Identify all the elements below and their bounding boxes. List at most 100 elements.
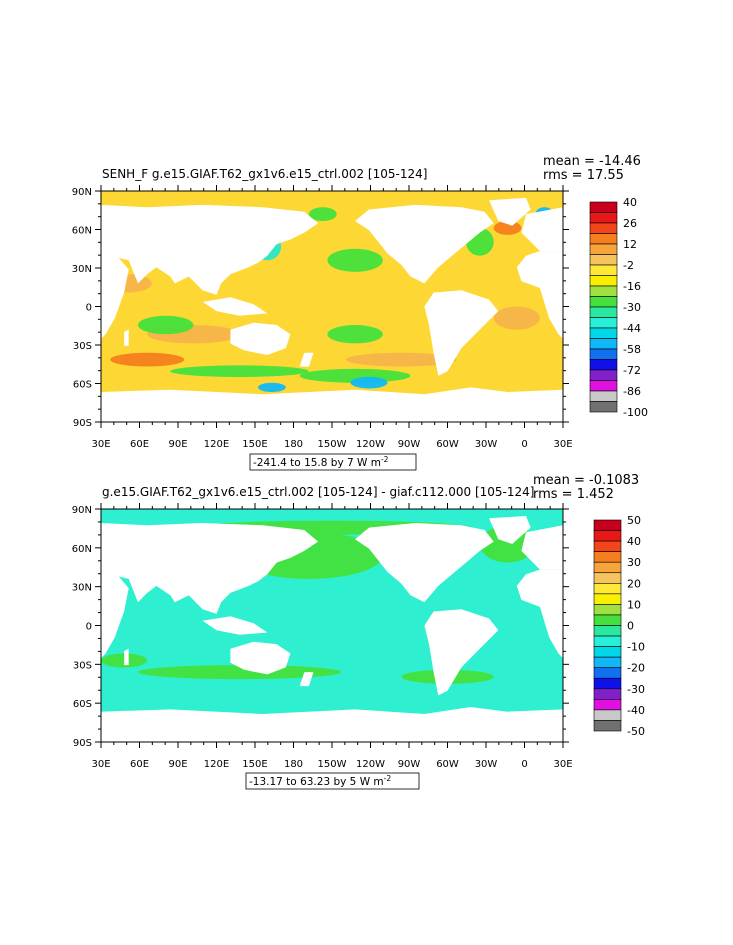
rms-stat: rms = 17.55 xyxy=(543,168,624,183)
legend-label: -44 xyxy=(623,322,641,335)
legend-swatch xyxy=(593,604,622,616)
lon-label: 90W xyxy=(398,439,421,450)
lat-label: 90S xyxy=(73,418,92,429)
lat-label: 60N xyxy=(72,226,92,237)
range-unit-exponent: -2 xyxy=(381,455,389,464)
range-unit-exponent: -2 xyxy=(384,774,392,783)
legend-swatch xyxy=(593,635,622,647)
anomaly-patch xyxy=(138,315,194,335)
land-mask xyxy=(355,523,494,603)
land-mask xyxy=(516,251,563,339)
lat-label: 0 xyxy=(86,303,92,314)
legend-swatch xyxy=(589,212,618,224)
land-mask xyxy=(101,523,319,614)
lon-label: 30E xyxy=(91,439,110,450)
land-mask xyxy=(516,569,563,659)
lat-label: 30N xyxy=(72,583,92,594)
rms-stat: rms = 1.452 xyxy=(533,487,614,502)
lon-label: 90E xyxy=(168,759,187,770)
legend-swatch xyxy=(589,243,618,255)
lat-label: 30S xyxy=(73,341,92,352)
legend-swatch xyxy=(593,540,622,552)
land-mask xyxy=(101,707,563,742)
lat-label: 60N xyxy=(72,544,92,555)
lon-label: 60E xyxy=(130,439,149,450)
lat-label: 30S xyxy=(73,660,92,671)
land-mask xyxy=(101,569,129,659)
legend-swatch xyxy=(593,677,622,690)
legend-swatch xyxy=(589,201,618,213)
legend-swatch xyxy=(589,254,618,266)
anomaly-patch xyxy=(327,325,383,344)
lon-label: 150W xyxy=(318,759,347,770)
ocean-field xyxy=(101,509,563,742)
land-mask xyxy=(521,525,563,570)
anomaly-patch xyxy=(350,376,388,389)
legend-label: -50 xyxy=(627,725,645,738)
mean-stat: mean = -14.46 xyxy=(543,154,641,169)
mean-stat: mean = -0.1083 xyxy=(533,473,639,488)
lon-label: 30E xyxy=(91,759,110,770)
map-panel-1: 90N 60N 30N 0 30S 60S 90S 30E 60E 90E 120E 150E 180 1… xyxy=(72,154,648,471)
legend-label: 0 xyxy=(627,620,634,633)
legend-swatch xyxy=(593,709,622,721)
lon-label: 60E xyxy=(130,759,149,770)
range-box xyxy=(249,453,417,471)
legend-swatch xyxy=(593,720,622,732)
legend-label: 12 xyxy=(623,238,637,251)
legend-swatch xyxy=(593,530,622,542)
ocean-field xyxy=(101,191,563,422)
lat-label: 90S xyxy=(73,738,92,749)
lon-label: 120E xyxy=(204,759,229,770)
legend-label: -10 xyxy=(627,641,645,654)
lon-label: 60W xyxy=(436,759,459,770)
map-panel-2: 90N 60N 30N 0 30S 60S 90S 30E 60E 90E 120E 150E 180 1… xyxy=(72,473,645,790)
legend-swatch xyxy=(589,369,618,381)
legend-swatch xyxy=(593,593,622,605)
lat-label: 0 xyxy=(86,622,92,633)
legend-swatch xyxy=(589,317,618,329)
land-mask xyxy=(355,204,494,284)
legend-swatch xyxy=(589,275,618,287)
legend-swatch xyxy=(593,572,622,584)
lat-label: 90N xyxy=(72,505,92,516)
legend-label: -2 xyxy=(623,259,634,272)
legend-swatch xyxy=(593,646,622,658)
legend-swatch xyxy=(593,551,622,563)
legend-label: -86 xyxy=(623,385,641,398)
legend-label: 40 xyxy=(623,196,637,209)
lon-label: 150W xyxy=(318,439,347,450)
lon-label: 120E xyxy=(204,439,229,450)
legend-swatch xyxy=(589,338,618,350)
anomaly-patch xyxy=(258,382,286,392)
lon-label: 30W xyxy=(475,759,498,770)
lat-label: 60S xyxy=(73,699,92,710)
land-mask xyxy=(124,648,129,666)
land-mask xyxy=(299,352,314,367)
legend-label: 30 xyxy=(627,556,641,569)
legend-label: -20 xyxy=(627,662,645,675)
legend-label: -30 xyxy=(627,683,645,696)
legend-swatch xyxy=(593,656,622,669)
lat-label: 60S xyxy=(73,380,92,391)
color-legend: 40 26 12 -2 -16 -30 -44 -58 -72 -86 -100 xyxy=(589,196,648,419)
legend-swatch xyxy=(593,614,622,626)
lat-label: 90N xyxy=(72,187,92,198)
range-label: -241.4 to 15.8 by 7 W m-2 xyxy=(253,455,389,469)
legend-swatch xyxy=(589,401,618,413)
legend-swatch xyxy=(589,264,618,276)
lon-label: 150E xyxy=(242,439,267,450)
legend-swatch xyxy=(589,380,618,392)
lon-label: 90W xyxy=(398,759,421,770)
legend-swatch xyxy=(589,296,618,308)
legend-swatch xyxy=(589,390,618,402)
legend-swatch xyxy=(589,327,618,339)
legend-label: -100 xyxy=(623,406,648,419)
legend-swatch xyxy=(593,519,622,531)
anomaly-patch xyxy=(493,306,540,330)
lon-label: 120W xyxy=(356,439,385,450)
land-mask xyxy=(202,616,268,635)
anomaly-patch xyxy=(138,665,342,680)
range-box xyxy=(245,772,420,790)
lon-label: 30E xyxy=(553,439,572,450)
